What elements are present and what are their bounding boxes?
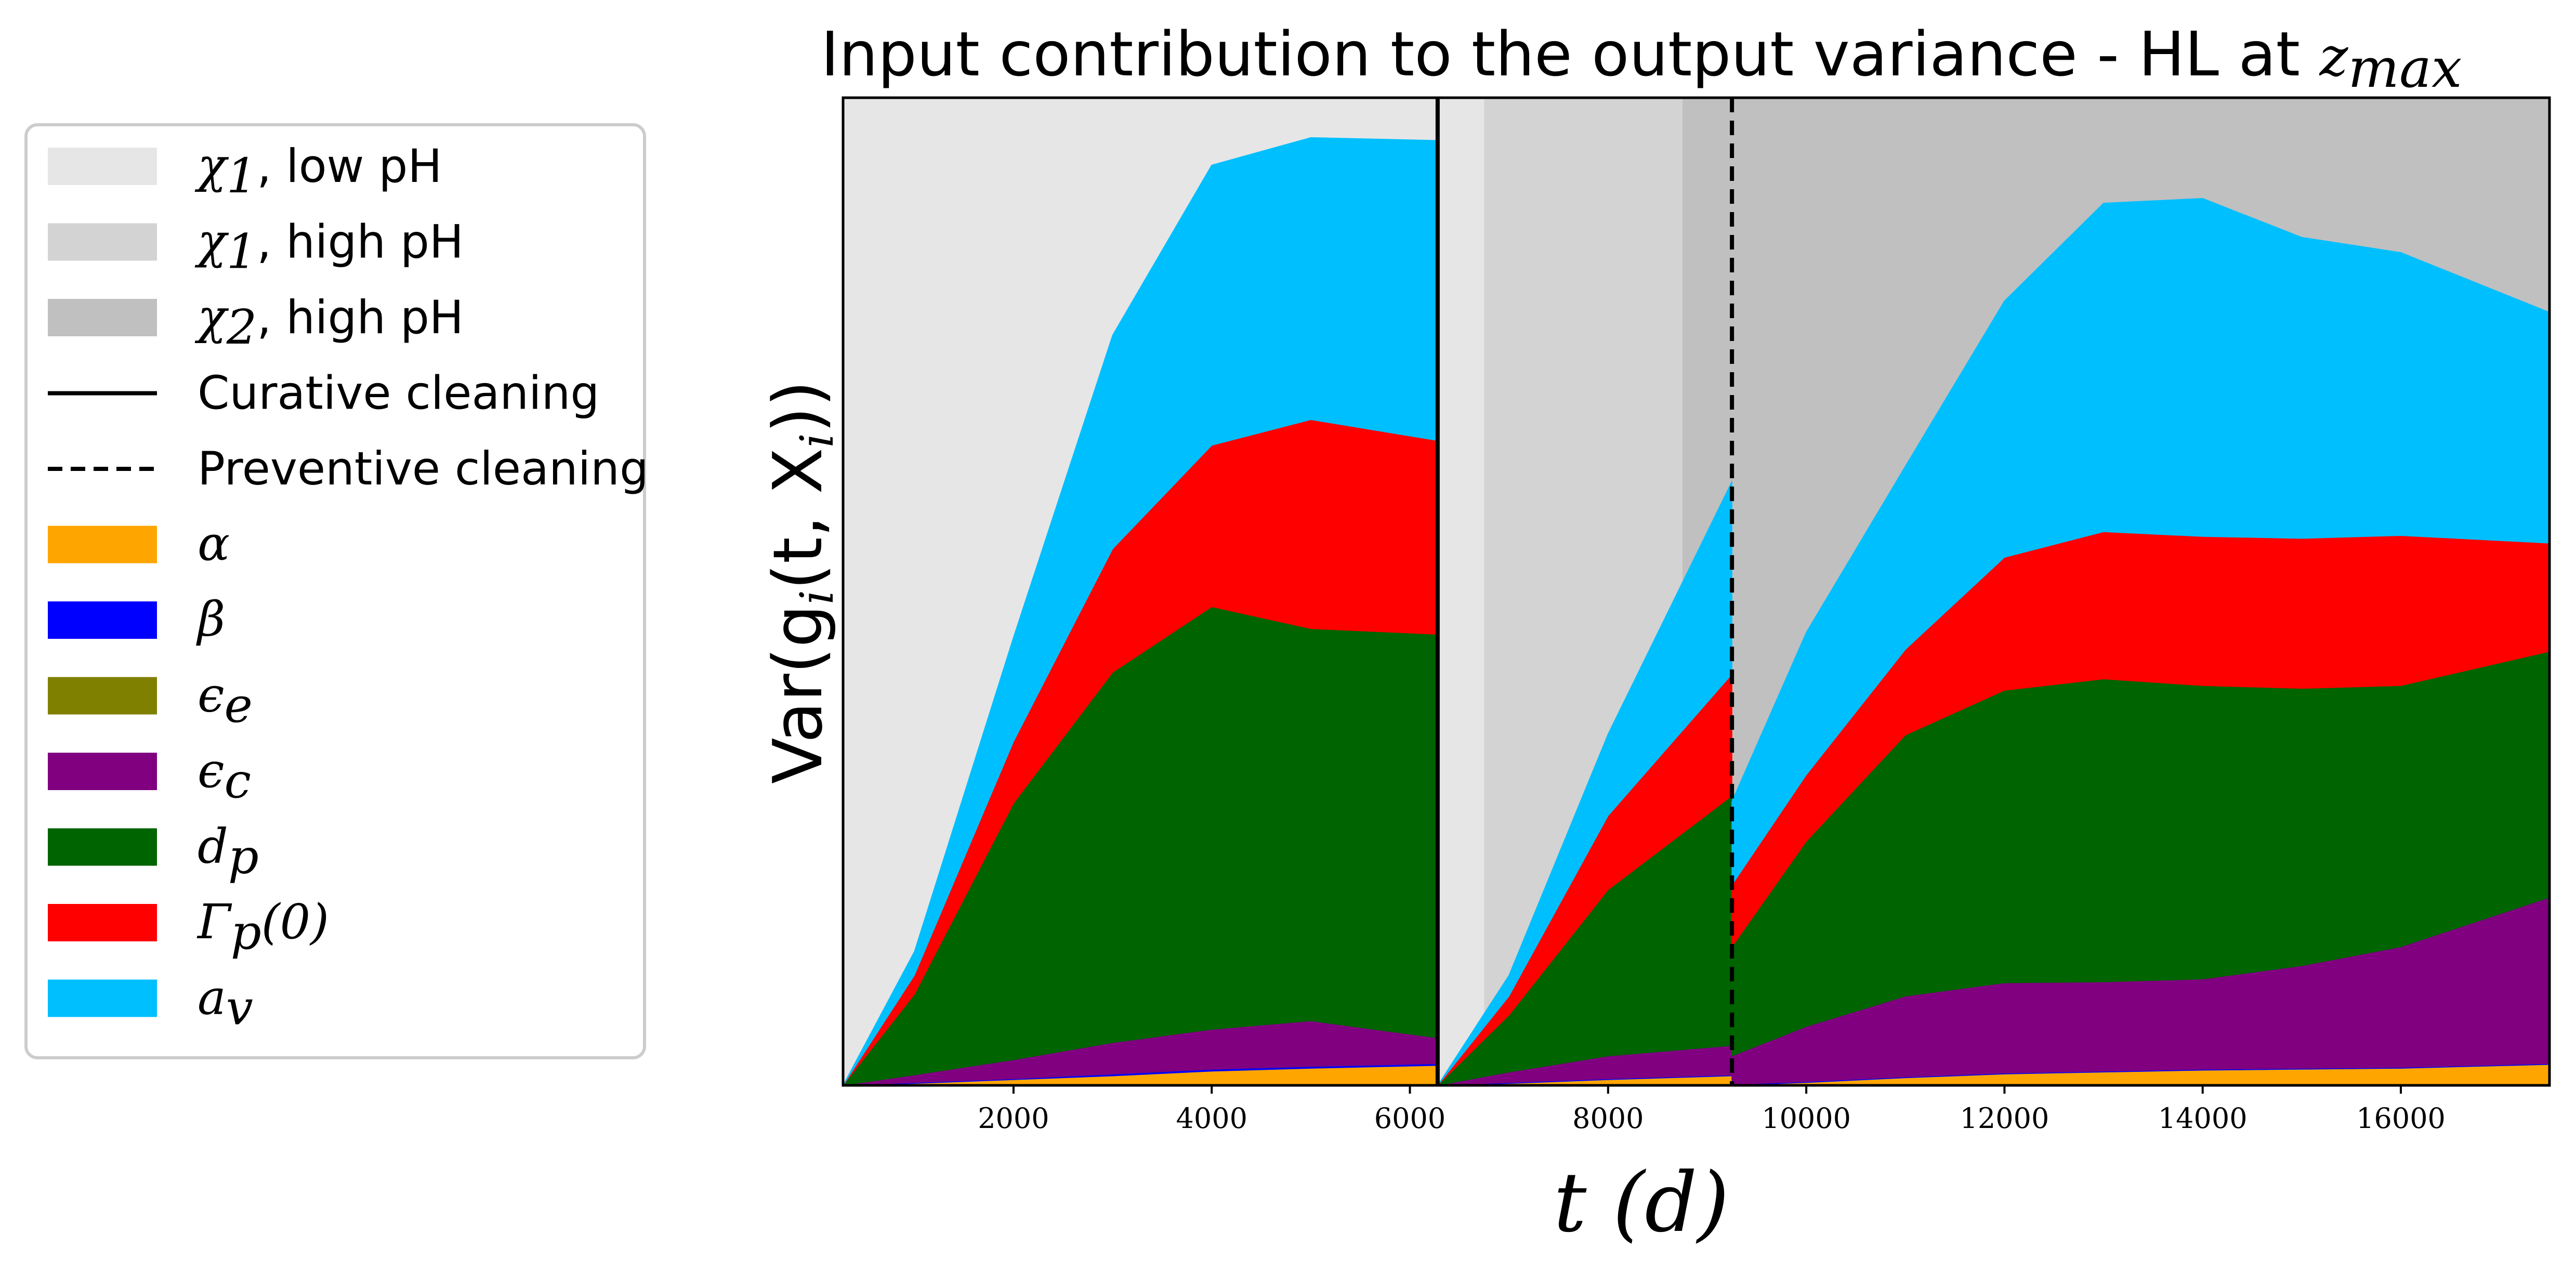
legend-item-alpha: α [48, 516, 230, 572]
legend-swatch-eps-e [48, 677, 157, 715]
legend-label-chi1-low: χ1, low pH [194, 138, 442, 204]
x-tick-label-0: 2000 [978, 1102, 1049, 1135]
legend-label-curative: Curative cleaning [198, 366, 599, 420]
plot-area: 2000 4000 6000 8000 10000 12000 14000 16000 [842, 96, 2551, 1135]
legend-swatch-chi1-high [48, 223, 157, 261]
x-tick-label-7: 16000 [2356, 1102, 2446, 1135]
legend-swatch-dp [48, 828, 157, 866]
legend-item-preventive: Preventive cleaning [48, 442, 649, 495]
legend: χ1, low pH χ1, high pH χ2, high pH Curative… [24, 123, 649, 1059]
legend-label-beta: β [196, 592, 225, 647]
plot-frame [842, 96, 2551, 1087]
x-tick-label-6: 14000 [2158, 1102, 2248, 1135]
y-axis-label: Var(gi(t, Xi)) [758, 380, 844, 784]
chart-title-math-sub: max [2348, 36, 2462, 100]
legend-item-gamma: Γp(0) [48, 894, 329, 960]
legend-label-preventive: Preventive cleaning [198, 442, 649, 495]
legend-item-chi1-low: χ1, low pH [48, 138, 442, 204]
x-tick-label-1: 4000 [1176, 1102, 1247, 1135]
area-series-6-segment-1 [1437, 481, 1732, 1086]
legend-label-alpha: α [198, 516, 230, 572]
chart-title: Input contribution to the output varianc… [821, 18, 2462, 100]
x-axis-label: t (d) [1554, 1155, 1729, 1251]
legend-item-eps-e: ϵe [48, 667, 253, 733]
legend-label-gamma: Γp(0) [196, 894, 329, 960]
legend-swatch-alpha [48, 526, 157, 563]
chart-title-text: Input contribution to the output varianc… [821, 18, 2319, 90]
legend-swatch-eps-c [48, 753, 157, 790]
legend-label-dp: dp [198, 819, 259, 885]
legend-label-chi2-high: χ2, high pH [194, 289, 464, 355]
y-axis-label-sub2: i [790, 433, 844, 448]
legend-frame [24, 123, 646, 1059]
x-tick-label-5: 12000 [1960, 1102, 2049, 1135]
legend-item-curative: Curative cleaning [48, 366, 599, 420]
cleaning-lines [1435, 98, 1734, 1085]
stacked-areas [842, 137, 2550, 1086]
y-axis-label-c: )) [758, 380, 837, 433]
legend-items: χ1, low pH χ1, high pH χ2, high pH Curative… [48, 138, 649, 1036]
x-tick-label-3: 8000 [1572, 1102, 1644, 1135]
y-axis-label-a: Var(g [758, 605, 837, 784]
legend-swatch-chi2-high [48, 299, 157, 336]
x-axis-ticks: 2000 4000 6000 8000 10000 12000 14000 16000 [978, 1085, 2446, 1135]
legend-label-av: av [198, 970, 253, 1036]
legend-item-dp: dp [48, 819, 259, 885]
legend-swatch-gamma [48, 904, 157, 941]
legend-label-eps-c: ϵc [198, 743, 251, 809]
legend-swatch-av [48, 979, 157, 1017]
legend-label-eps-e: ϵe [198, 667, 253, 733]
y-axis-label-sub: i [790, 590, 844, 605]
x-tick-label-2: 6000 [1374, 1102, 1445, 1135]
y-axis-label-b: (t, X [758, 448, 837, 589]
legend-item-av: av [48, 970, 253, 1036]
legend-item-chi1-high: χ1, high pH [48, 214, 464, 280]
legend-swatch-beta [48, 601, 157, 639]
legend-label-chi1-high: χ1, high pH [194, 214, 464, 280]
x-tick-label-4: 10000 [1762, 1102, 1851, 1135]
legend-item-eps-c: ϵc [48, 743, 251, 809]
chart-title-math: z [2319, 25, 2349, 88]
legend-item-beta: β [48, 592, 225, 647]
legend-swatch-chi1-low [48, 148, 157, 185]
legend-item-chi2-high: χ2, high pH [48, 289, 464, 355]
